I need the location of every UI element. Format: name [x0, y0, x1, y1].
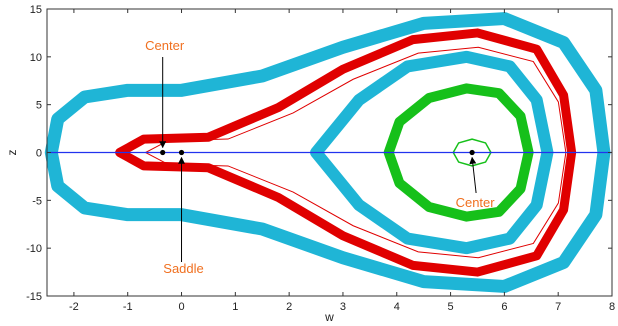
annotation-label: Center [456, 195, 496, 210]
annotation-arrow [469, 156, 477, 194]
y-tick-label: -5 [32, 195, 42, 207]
annotation-label: Saddle [163, 261, 203, 276]
fixed-point [178, 149, 185, 156]
x-tick-label: 2 [286, 301, 292, 313]
y-tick-label: -10 [26, 243, 42, 255]
x-tick-label: 4 [394, 301, 400, 313]
x-tick-label: 1 [232, 301, 238, 313]
x-axis-label: w [324, 310, 334, 324]
y-tick-label: 15 [30, 4, 42, 16]
y-tick-label: 5 [36, 100, 42, 112]
x-tick-label: 0 [178, 301, 184, 313]
x-tick-label: -2 [69, 301, 79, 313]
x-tick-label: 3 [340, 301, 346, 313]
fixed-points [160, 149, 475, 156]
y-axis-label: z [5, 150, 19, 156]
x-tick-label: 8 [609, 301, 615, 313]
fixed-point [469, 149, 475, 156]
fixed-point [160, 149, 166, 156]
x-tick-label: -1 [123, 301, 133, 313]
annotation-label: Center [145, 38, 185, 53]
y-tick-label: 0 [36, 148, 42, 160]
x-tick-label: 6 [501, 301, 507, 313]
y-tick-label: -15 [26, 291, 42, 303]
x-tick-label: 7 [555, 301, 561, 313]
y-tick-label: 10 [30, 52, 42, 64]
x-tick-label: 5 [448, 301, 454, 313]
annotations: Center Saddle Center [145, 38, 495, 276]
